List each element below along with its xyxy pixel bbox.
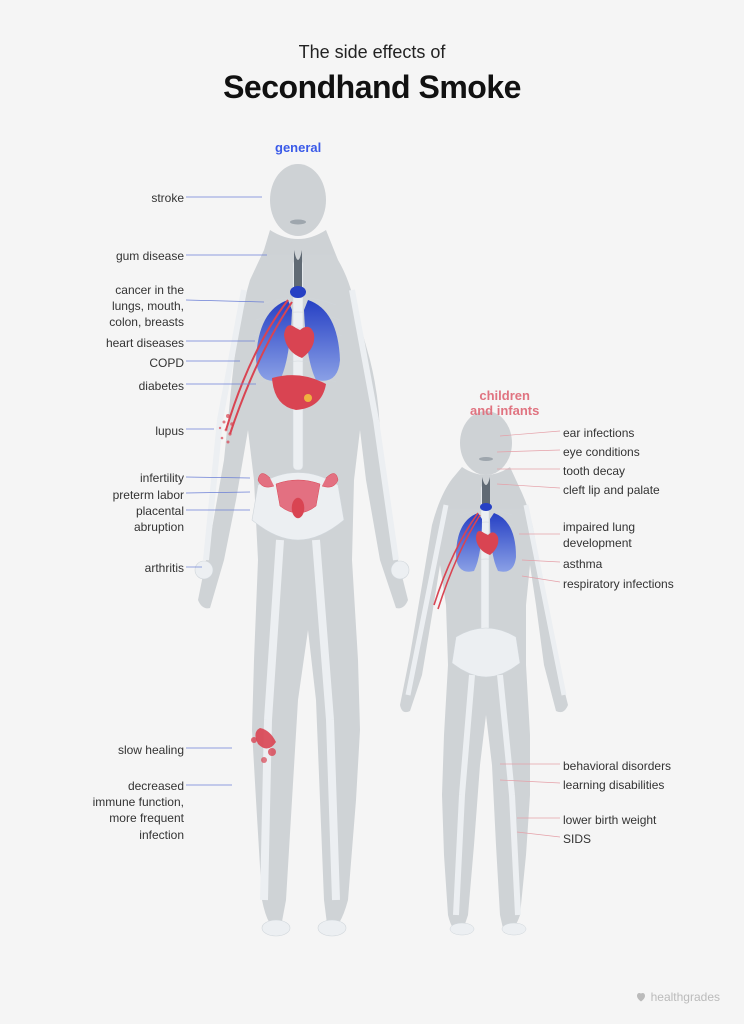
title: Secondhand Smoke bbox=[0, 69, 744, 106]
label-infertility: infertility bbox=[140, 470, 184, 486]
label-gum: gum disease bbox=[116, 248, 184, 264]
brand-text: healthgrades bbox=[651, 990, 720, 1004]
label-arthritis: arthritis bbox=[145, 560, 184, 576]
infographic-root: The side effects of Secondhand Smoke bbox=[0, 0, 744, 1024]
section-label-general: general bbox=[275, 140, 321, 155]
label-tooth: tooth decay bbox=[563, 463, 625, 479]
label-slow: slow healing bbox=[118, 742, 184, 758]
child-figure bbox=[398, 405, 580, 940]
label-copd: COPD bbox=[149, 355, 184, 371]
label-heart: heart diseases bbox=[106, 335, 184, 351]
label-immune: decreased immune function, more frequent… bbox=[93, 778, 184, 843]
label-sids: SIDS bbox=[563, 831, 591, 847]
label-learning: learning disabilities bbox=[563, 777, 664, 793]
brand-mark: healthgrades bbox=[635, 990, 720, 1004]
label-lung-dev: impaired lung development bbox=[563, 519, 635, 551]
subtitle: The side effects of bbox=[0, 42, 744, 63]
label-placental: placental abruption bbox=[134, 503, 184, 535]
adult-figure bbox=[180, 160, 430, 940]
label-diabetes: diabetes bbox=[139, 378, 184, 394]
label-resp: respiratory infections bbox=[563, 576, 674, 592]
section-label-children: children and infants bbox=[470, 388, 539, 418]
label-cancer: cancer in the lungs, mouth, colon, breas… bbox=[109, 282, 184, 331]
label-preterm: preterm labor bbox=[113, 487, 184, 503]
label-eye: eye conditions bbox=[563, 444, 640, 460]
label-asthma: asthma bbox=[563, 556, 602, 572]
header: The side effects of Secondhand Smoke bbox=[0, 0, 744, 106]
label-cleft: cleft lip and palate bbox=[563, 482, 660, 498]
label-lupus: lupus bbox=[155, 423, 184, 439]
label-behavioral: behavioral disorders bbox=[563, 758, 671, 774]
label-stroke: stroke bbox=[151, 190, 184, 206]
label-birthweight: lower birth weight bbox=[563, 812, 656, 828]
heart-icon bbox=[635, 991, 647, 1003]
label-ear: ear infections bbox=[563, 425, 634, 441]
